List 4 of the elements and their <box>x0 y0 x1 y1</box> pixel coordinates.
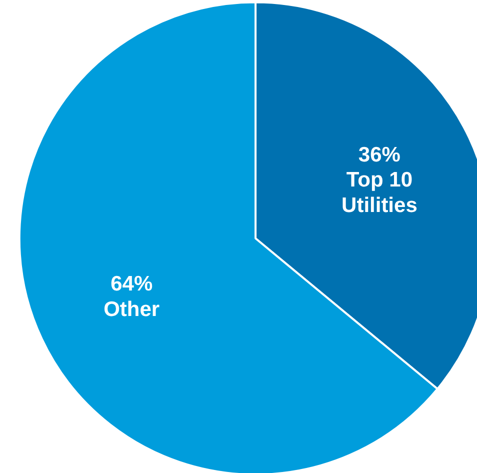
slice-label: Top 10 Utilities <box>342 168 418 217</box>
slice-label: Other <box>104 298 160 321</box>
data-label: 64% <box>110 272 153 296</box>
data-label: 36% <box>358 143 401 166</box>
